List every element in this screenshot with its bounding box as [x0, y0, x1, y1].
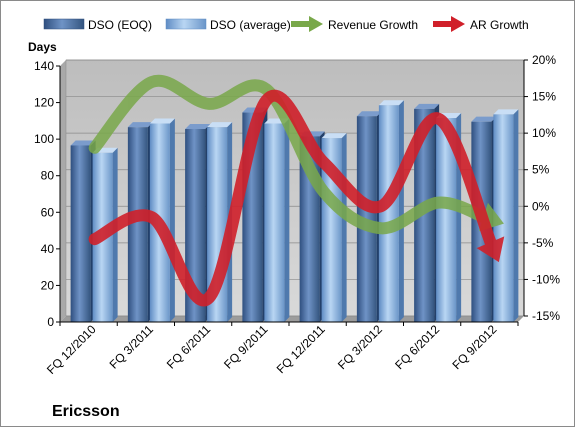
- bar-side: [341, 133, 347, 322]
- bar-top: [356, 111, 382, 117]
- bar-face: [127, 127, 148, 323]
- legend-arrowhead-ar-growth: [451, 16, 465, 32]
- legend-label-dso-average: DSO (average): [210, 18, 291, 32]
- y-axis-right: -15% -10% -5% 0% 5% 10% 15% 20%: [523, 53, 560, 323]
- plot-floor: [60, 316, 524, 322]
- ar-growth-point: [379, 205, 382, 208]
- y-tick-label: 0: [47, 315, 54, 329]
- bar-top: [493, 109, 519, 115]
- y2-tick-label: -15%: [532, 309, 560, 323]
- y-tick-label: 140: [34, 59, 54, 73]
- legend-item-revenue-growth[interactable]: Revenue Growth: [291, 16, 418, 32]
- bar-face: [264, 123, 285, 322]
- y-tick-label: 40: [41, 242, 55, 256]
- legend-label-ar-growth: AR Growth: [470, 18, 529, 32]
- ar-growth-point: [265, 99, 268, 102]
- ar-growth-point: [208, 296, 211, 299]
- y2-tick-label: 0%: [532, 199, 550, 213]
- x-tick-label: FQ 9/2012: [450, 322, 500, 372]
- bar-top: [149, 118, 175, 124]
- revenue-growth-point: [150, 80, 153, 83]
- y-tick-label: 60: [41, 205, 55, 219]
- ar-growth-line: [88, 89, 498, 307]
- bar-top: [471, 116, 497, 122]
- bar-face: [378, 105, 399, 322]
- bar-side: [284, 118, 290, 322]
- ar-growth-point: [437, 117, 440, 120]
- ar-growth-point: [322, 161, 325, 164]
- bar-top: [207, 122, 233, 128]
- bar-face: [185, 129, 206, 322]
- x-tick-label: FQ 12/2010: [44, 322, 99, 377]
- legend-label-dso-eoq: DSO (EOQ): [88, 18, 152, 32]
- y2-tick-label: -5%: [532, 236, 554, 250]
- y-axis-title: Days: [28, 40, 57, 54]
- bar-face: [493, 114, 514, 322]
- x-tick-label: FQ 3/2012: [335, 322, 385, 372]
- revenue-growth-point: [93, 146, 96, 149]
- bar-face: [70, 145, 91, 322]
- bar-side: [169, 118, 175, 322]
- y-tick-label: 20: [41, 278, 55, 292]
- x-tick-label: FQ 3/2011: [107, 322, 157, 372]
- y-tick-label: 80: [41, 169, 55, 183]
- revenue-growth-point: [208, 102, 211, 105]
- revenue-growth-point: [494, 219, 497, 222]
- legend: DSO (EOQ) DSO (average) Revenue Growth A…: [43, 16, 529, 32]
- plot-side-wall: [60, 60, 66, 322]
- bar-dso-average[interactable]: [493, 109, 519, 322]
- series-ar-growth[interactable]: [88, 89, 505, 307]
- x-axis: FQ 12/2010 FQ 3/2011 FQ 6/2011 FQ 9/2011 FQ …: [44, 321, 519, 377]
- y2-tick-label: -10%: [532, 272, 560, 286]
- bar-dso-average[interactable]: [378, 100, 404, 322]
- bar-side: [513, 109, 519, 322]
- bar-top: [70, 140, 96, 146]
- y2-tick-label: 15%: [532, 90, 556, 104]
- bar-side: [112, 147, 118, 322]
- x-tick-label: FQ 9/2011: [221, 322, 271, 372]
- revenue-growth-line: [88, 74, 492, 235]
- bar-top: [378, 100, 404, 106]
- bar-top: [321, 133, 347, 139]
- revenue-growth-point: [322, 190, 325, 193]
- y-tick-label: 100: [34, 132, 54, 146]
- bar-side: [398, 100, 404, 322]
- bar-dso-eoq[interactable]: [70, 140, 96, 322]
- bar-top: [185, 124, 211, 129]
- ar-growth-point: [150, 216, 153, 219]
- y2-tick-label: 5%: [532, 163, 550, 177]
- revenue-growth-point: [379, 227, 382, 230]
- x-tick-label: FQ 6/2011: [164, 322, 214, 372]
- legend-swatch-dso-eoq: [43, 18, 85, 30]
- bar-face: [436, 118, 457, 323]
- ar-growth-point: [93, 238, 96, 241]
- legend-swatch-dso-average: [165, 18, 207, 30]
- company-label: Ericsson: [52, 403, 120, 420]
- ar-growth-point: [494, 252, 497, 255]
- legend-arrowhead-revenue-growth: [309, 16, 323, 32]
- bar-top: [127, 122, 153, 128]
- revenue-growth-point: [265, 88, 268, 91]
- legend-item-dso-average[interactable]: DSO (average): [165, 18, 291, 32]
- revenue-growth-point: [437, 201, 440, 204]
- x-tick-label: FQ 6/2012: [392, 322, 442, 372]
- ar-growth-arrowhead: [476, 236, 505, 263]
- y2-tick-label: 20%: [532, 53, 556, 67]
- bar-top: [414, 103, 440, 109]
- bar-face: [414, 108, 435, 322]
- x-tick-label: FQ 12/2011: [274, 322, 328, 376]
- growth-arrows: [88, 74, 505, 307]
- y-tick-label: 120: [34, 96, 54, 110]
- legend-label-revenue-growth: Revenue Growth: [328, 18, 418, 32]
- legend-item-ar-growth[interactable]: AR Growth: [433, 16, 529, 32]
- legend-item-dso-eoq[interactable]: DSO (EOQ): [43, 18, 152, 32]
- y-axis-left: 0 20 40 60 80 100 120 140: [34, 59, 61, 329]
- bar-dso-average[interactable]: [264, 118, 290, 322]
- y2-tick-label: 10%: [532, 126, 556, 140]
